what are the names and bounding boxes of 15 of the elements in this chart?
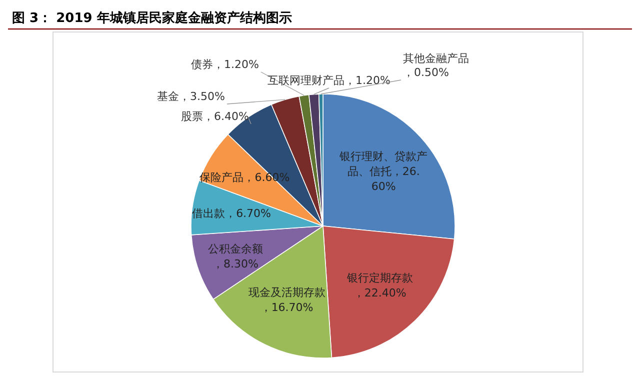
slice-label: 现金及活期存款 bbox=[248, 286, 326, 299]
slice-label: 银行理财、贷款产品、信托，26.60% bbox=[338, 150, 428, 194]
data-label: ，0.50% bbox=[403, 66, 449, 79]
slice-label: 其他金融产品 bbox=[403, 52, 469, 65]
data-label: ，16.70% bbox=[260, 300, 314, 314]
slice-label: 互联网理财产品，1.20% bbox=[268, 74, 390, 87]
slice-label: 借出款，6.70% bbox=[192, 206, 272, 220]
slice-label: 公积金余额 bbox=[208, 242, 264, 256]
slice-label: 债券，1.20% bbox=[191, 58, 259, 71]
data-label: ，22.40% bbox=[353, 286, 406, 300]
chart-title: 图 3： 2019 年城镇居民家庭金融资产结构图示 bbox=[12, 10, 292, 26]
slice-label: 基金，3.50% bbox=[157, 90, 225, 103]
slice-label: 银行定期存款 bbox=[346, 271, 413, 284]
slice-label: 股票，6.40% bbox=[181, 110, 249, 123]
data-label: ，8.30% bbox=[212, 257, 258, 270]
